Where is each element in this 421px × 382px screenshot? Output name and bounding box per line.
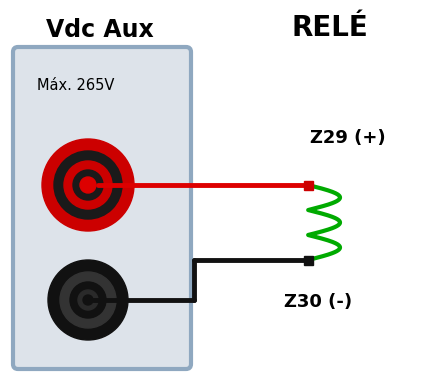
Text: Z30 (-): Z30 (-) bbox=[284, 293, 352, 311]
Text: Z29 (+): Z29 (+) bbox=[310, 129, 386, 147]
Circle shape bbox=[83, 295, 93, 305]
Bar bbox=[304, 181, 313, 190]
Text: RELÉ: RELÉ bbox=[292, 14, 368, 42]
Bar bbox=[304, 256, 313, 265]
Circle shape bbox=[54, 151, 122, 219]
Circle shape bbox=[60, 272, 116, 328]
Circle shape bbox=[64, 161, 112, 209]
FancyBboxPatch shape bbox=[13, 47, 191, 369]
Circle shape bbox=[48, 260, 128, 340]
Circle shape bbox=[80, 177, 96, 193]
Circle shape bbox=[70, 282, 106, 318]
Text: Vdc Aux: Vdc Aux bbox=[46, 18, 154, 42]
Circle shape bbox=[42, 139, 134, 231]
Circle shape bbox=[73, 170, 103, 200]
Circle shape bbox=[78, 290, 98, 310]
Text: Máx. 265V: Máx. 265V bbox=[37, 78, 115, 92]
